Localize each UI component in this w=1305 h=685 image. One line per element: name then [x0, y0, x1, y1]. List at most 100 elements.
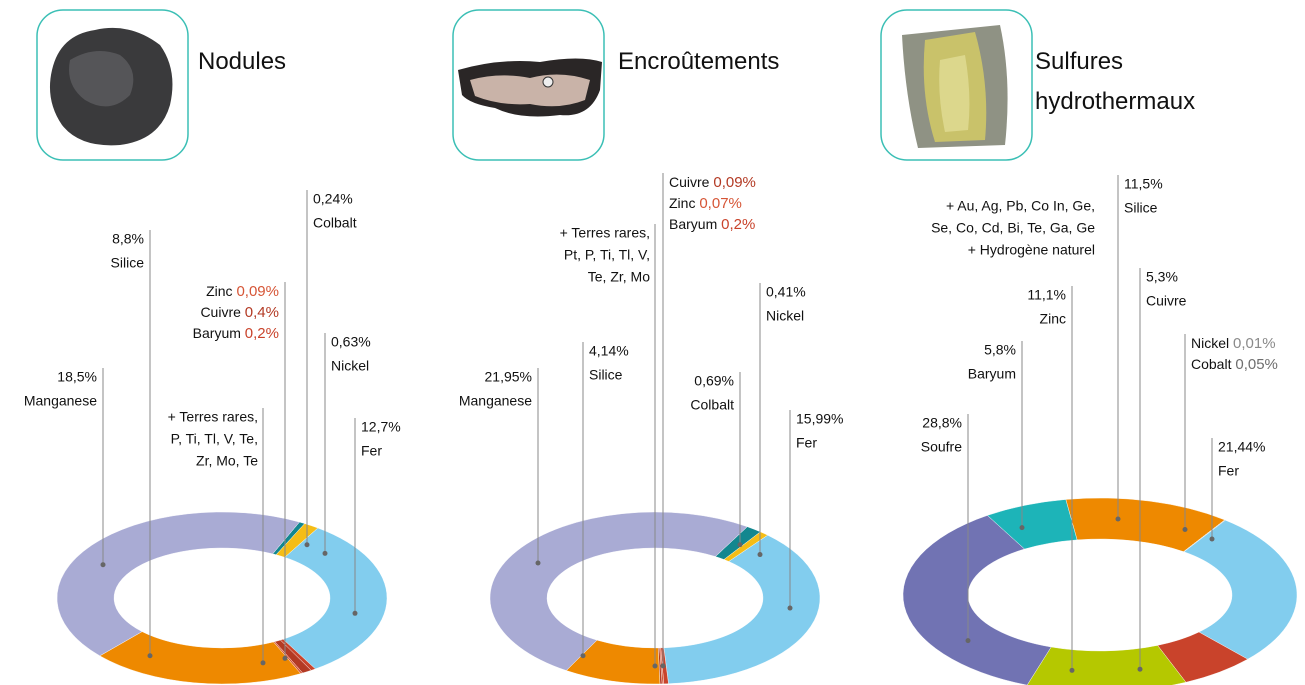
- segment-value: 0,09%: [236, 283, 279, 300]
- segment-name: Cuivre: [1146, 293, 1187, 309]
- segment-name: Fer: [1218, 463, 1239, 479]
- chart-title: Encroûtements: [618, 48, 780, 75]
- note-line: + Terres rares,: [560, 225, 650, 241]
- segment-label: Baryum 0,2%: [669, 216, 755, 233]
- segment-name: Baryum: [669, 216, 717, 232]
- segment-name: Colbalt: [313, 215, 357, 231]
- segment-name: Fer: [361, 443, 382, 459]
- segment-name: Baryum: [968, 366, 1016, 382]
- segment-value: 0,63%: [331, 334, 371, 350]
- thumbnail-encroutements: [452, 9, 605, 161]
- segment-value: 5,8%: [984, 342, 1016, 358]
- segment-value: 18,5%: [57, 369, 97, 385]
- segment-value: 0,4%: [245, 304, 279, 321]
- leader-dot: [652, 663, 658, 669]
- segment-value: 12,7%: [361, 419, 401, 435]
- segment-name: Cuivre: [200, 304, 241, 320]
- segment-value: 15,99%: [796, 411, 843, 427]
- segment-value: 11,1%: [1027, 287, 1066, 303]
- segment-name: Manganese: [459, 393, 532, 409]
- segment-label: Zinc 0,09%: [206, 283, 279, 300]
- segment-name: Silice: [111, 255, 145, 271]
- segment-value: 0,05%: [1235, 356, 1278, 373]
- segment-name: Fer: [796, 435, 817, 451]
- segment-label: Baryum 0,2%: [193, 325, 279, 342]
- leader-dot: [580, 653, 586, 659]
- leader-dot: [352, 610, 358, 616]
- segment-name: Cobalt: [1191, 356, 1232, 372]
- leader-dot: [1209, 536, 1215, 542]
- segment-name: Zinc: [1040, 311, 1066, 327]
- segment-name: Nickel: [1191, 335, 1229, 351]
- leader-dot: [660, 663, 666, 669]
- leader-dot: [322, 550, 328, 556]
- segment-value: 0,07%: [699, 195, 742, 212]
- note-line: + Hydrogène naturel: [968, 242, 1095, 258]
- segment-name: Nickel: [766, 308, 804, 324]
- leader-dot: [282, 655, 288, 661]
- chart-title: Sulfures hydrothermaux: [1035, 48, 1196, 115]
- segment-value: 0,41%: [766, 284, 806, 300]
- donut-segment: [99, 631, 302, 685]
- note-line: Zr, Mo, Te: [196, 453, 258, 469]
- note-line: Se, Co, Cd, Bi, Te, Ga, Ge: [931, 220, 1095, 236]
- leader-dot: [1019, 525, 1025, 531]
- segment-name: Silice: [589, 367, 623, 383]
- segment-label: Cuivre 0,09%: [669, 174, 756, 191]
- donut-segment: [282, 527, 388, 670]
- segment-value: 0,01%: [1233, 335, 1276, 352]
- segment-value: 4,14%: [589, 343, 629, 359]
- leader-dot: [147, 653, 153, 659]
- segment-value: 8,8%: [112, 231, 144, 247]
- leader-dot: [965, 638, 971, 644]
- donut-segment: [1183, 519, 1298, 660]
- segment-value: 5,3%: [1146, 269, 1178, 285]
- segment-name: Nickel: [331, 358, 369, 374]
- thumbnail-nodules: [36, 9, 189, 161]
- donut-segment: [663, 534, 821, 684]
- segment-name: Cuivre: [669, 174, 710, 190]
- donut-segment: [987, 499, 1078, 550]
- note-line: + Au, Ag, Pb, Co In, Ge,: [946, 198, 1095, 214]
- leader-dot: [535, 560, 541, 566]
- segment-value: 0,09%: [713, 174, 756, 191]
- segment-value: 0,2%: [245, 325, 279, 342]
- note-line: + Terres rares,: [168, 409, 258, 425]
- thumbnail-sulfures: [880, 9, 1033, 161]
- donut-chart: 0,24% Colbalt 8,8% Silice Zinc 0,09% Cuivre 0…: [24, 190, 401, 685]
- segment-value: 0,24%: [313, 191, 353, 207]
- segment-value: 28,8%: [922, 415, 962, 431]
- note-line: Pt, P, Ti, Tl, V,: [564, 247, 650, 263]
- segment-name: Colbalt: [690, 397, 734, 413]
- segment-name: Manganese: [24, 393, 97, 409]
- donut-segment: [902, 515, 1052, 685]
- segment-name: Zinc: [206, 283, 232, 299]
- leader-dot: [1069, 667, 1075, 673]
- note-line: P, Ti, Tl, V, Te,: [171, 431, 258, 447]
- segment-name: Zinc: [669, 195, 695, 211]
- donut-segment: [489, 511, 748, 671]
- donut-segment: [1026, 645, 1187, 685]
- segment-name: Soufre: [921, 439, 962, 455]
- segment-value: 21,95%: [485, 369, 532, 385]
- leader-dot: [304, 542, 310, 548]
- leader-dot: [787, 605, 793, 611]
- leader-dot: [100, 562, 106, 568]
- segment-name: Silice: [1124, 200, 1158, 216]
- segment-value: 0,2%: [721, 216, 755, 233]
- leader-dot: [260, 660, 266, 666]
- leader-dot: [757, 552, 763, 558]
- leader-dot: [1115, 516, 1121, 522]
- donut-chart: 11,5% Silice 5,3% Cuivre 11,1% Zinc 5,8% Baryum…: [902, 175, 1298, 685]
- segment-value: 11,5%: [1124, 176, 1163, 192]
- chart-title: Nodules: [198, 48, 287, 75]
- leader-dot: [737, 542, 743, 548]
- segment-label: Cobalt 0,05%: [1191, 356, 1278, 373]
- leader-dot: [1182, 527, 1188, 533]
- segment-label: Cuivre 0,4%: [200, 304, 279, 321]
- donut-chart: 0,69% Colbalt 0,41% Nickel 15,99% Fer Cuivre 0…: [459, 173, 843, 685]
- segment-label: Nickel 0,01%: [1191, 335, 1276, 352]
- leader-dot: [1137, 666, 1143, 672]
